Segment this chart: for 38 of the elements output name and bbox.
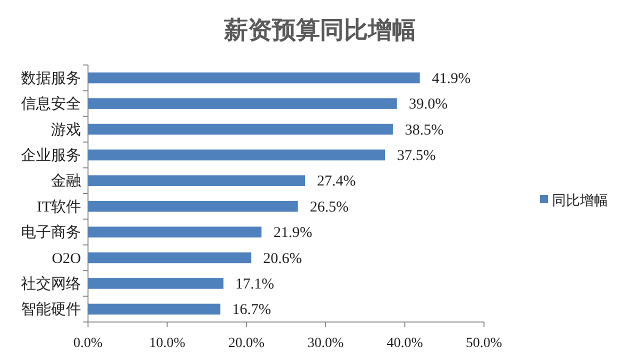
data-label: 41.9% bbox=[432, 70, 471, 87]
bar bbox=[88, 150, 385, 160]
x-tick-label: 40.0% bbox=[386, 336, 424, 351]
data-label: 27.4% bbox=[317, 174, 356, 190]
y-tick-label: 社交网络 bbox=[21, 275, 81, 292]
bar bbox=[88, 98, 397, 109]
chart-title: 薪资预算同比增幅 bbox=[223, 16, 416, 44]
x-tick-label: 50.0% bbox=[466, 336, 502, 351]
y-tick-label: 金融 bbox=[51, 172, 81, 190]
y-tick-label: 企业服务 bbox=[21, 146, 81, 164]
data-label: 39.0% bbox=[408, 96, 448, 113]
data-label: 21.9% bbox=[273, 225, 312, 242]
bar bbox=[88, 278, 224, 289]
x-tick-label: 30.0% bbox=[308, 336, 344, 351]
x-tick-label: 0.0% bbox=[73, 336, 103, 351]
data-label: 16.7% bbox=[232, 302, 272, 318]
y-tick-label: O2O bbox=[52, 250, 82, 267]
bar bbox=[88, 175, 306, 186]
x-tick-label: 20.0% bbox=[228, 336, 265, 351]
data-label: 38.5% bbox=[404, 122, 444, 138]
data-label: 37.5% bbox=[397, 148, 436, 164]
y-tick-label: IT软件 bbox=[36, 198, 81, 216]
bar bbox=[88, 226, 262, 238]
data-label: 26.5% bbox=[310, 199, 349, 216]
data-label: 20.6% bbox=[263, 250, 302, 267]
bar bbox=[88, 124, 393, 135]
x-tick-label: 10.0% bbox=[149, 336, 186, 351]
y-tick-label: 信息安全 bbox=[21, 96, 81, 113]
legend-label: 同比增幅 bbox=[552, 193, 608, 209]
bar bbox=[88, 72, 420, 84]
y-tick-label: 数据服务 bbox=[21, 70, 81, 87]
y-tick-label: 电子商务 bbox=[21, 224, 81, 242]
bar bbox=[88, 304, 220, 315]
data-label: 17.1% bbox=[235, 276, 274, 292]
bar bbox=[88, 200, 298, 212]
y-tick-label: 游戏 bbox=[51, 121, 81, 138]
bar bbox=[88, 252, 252, 264]
y-tick-label: 智能硬件 bbox=[21, 301, 81, 318]
